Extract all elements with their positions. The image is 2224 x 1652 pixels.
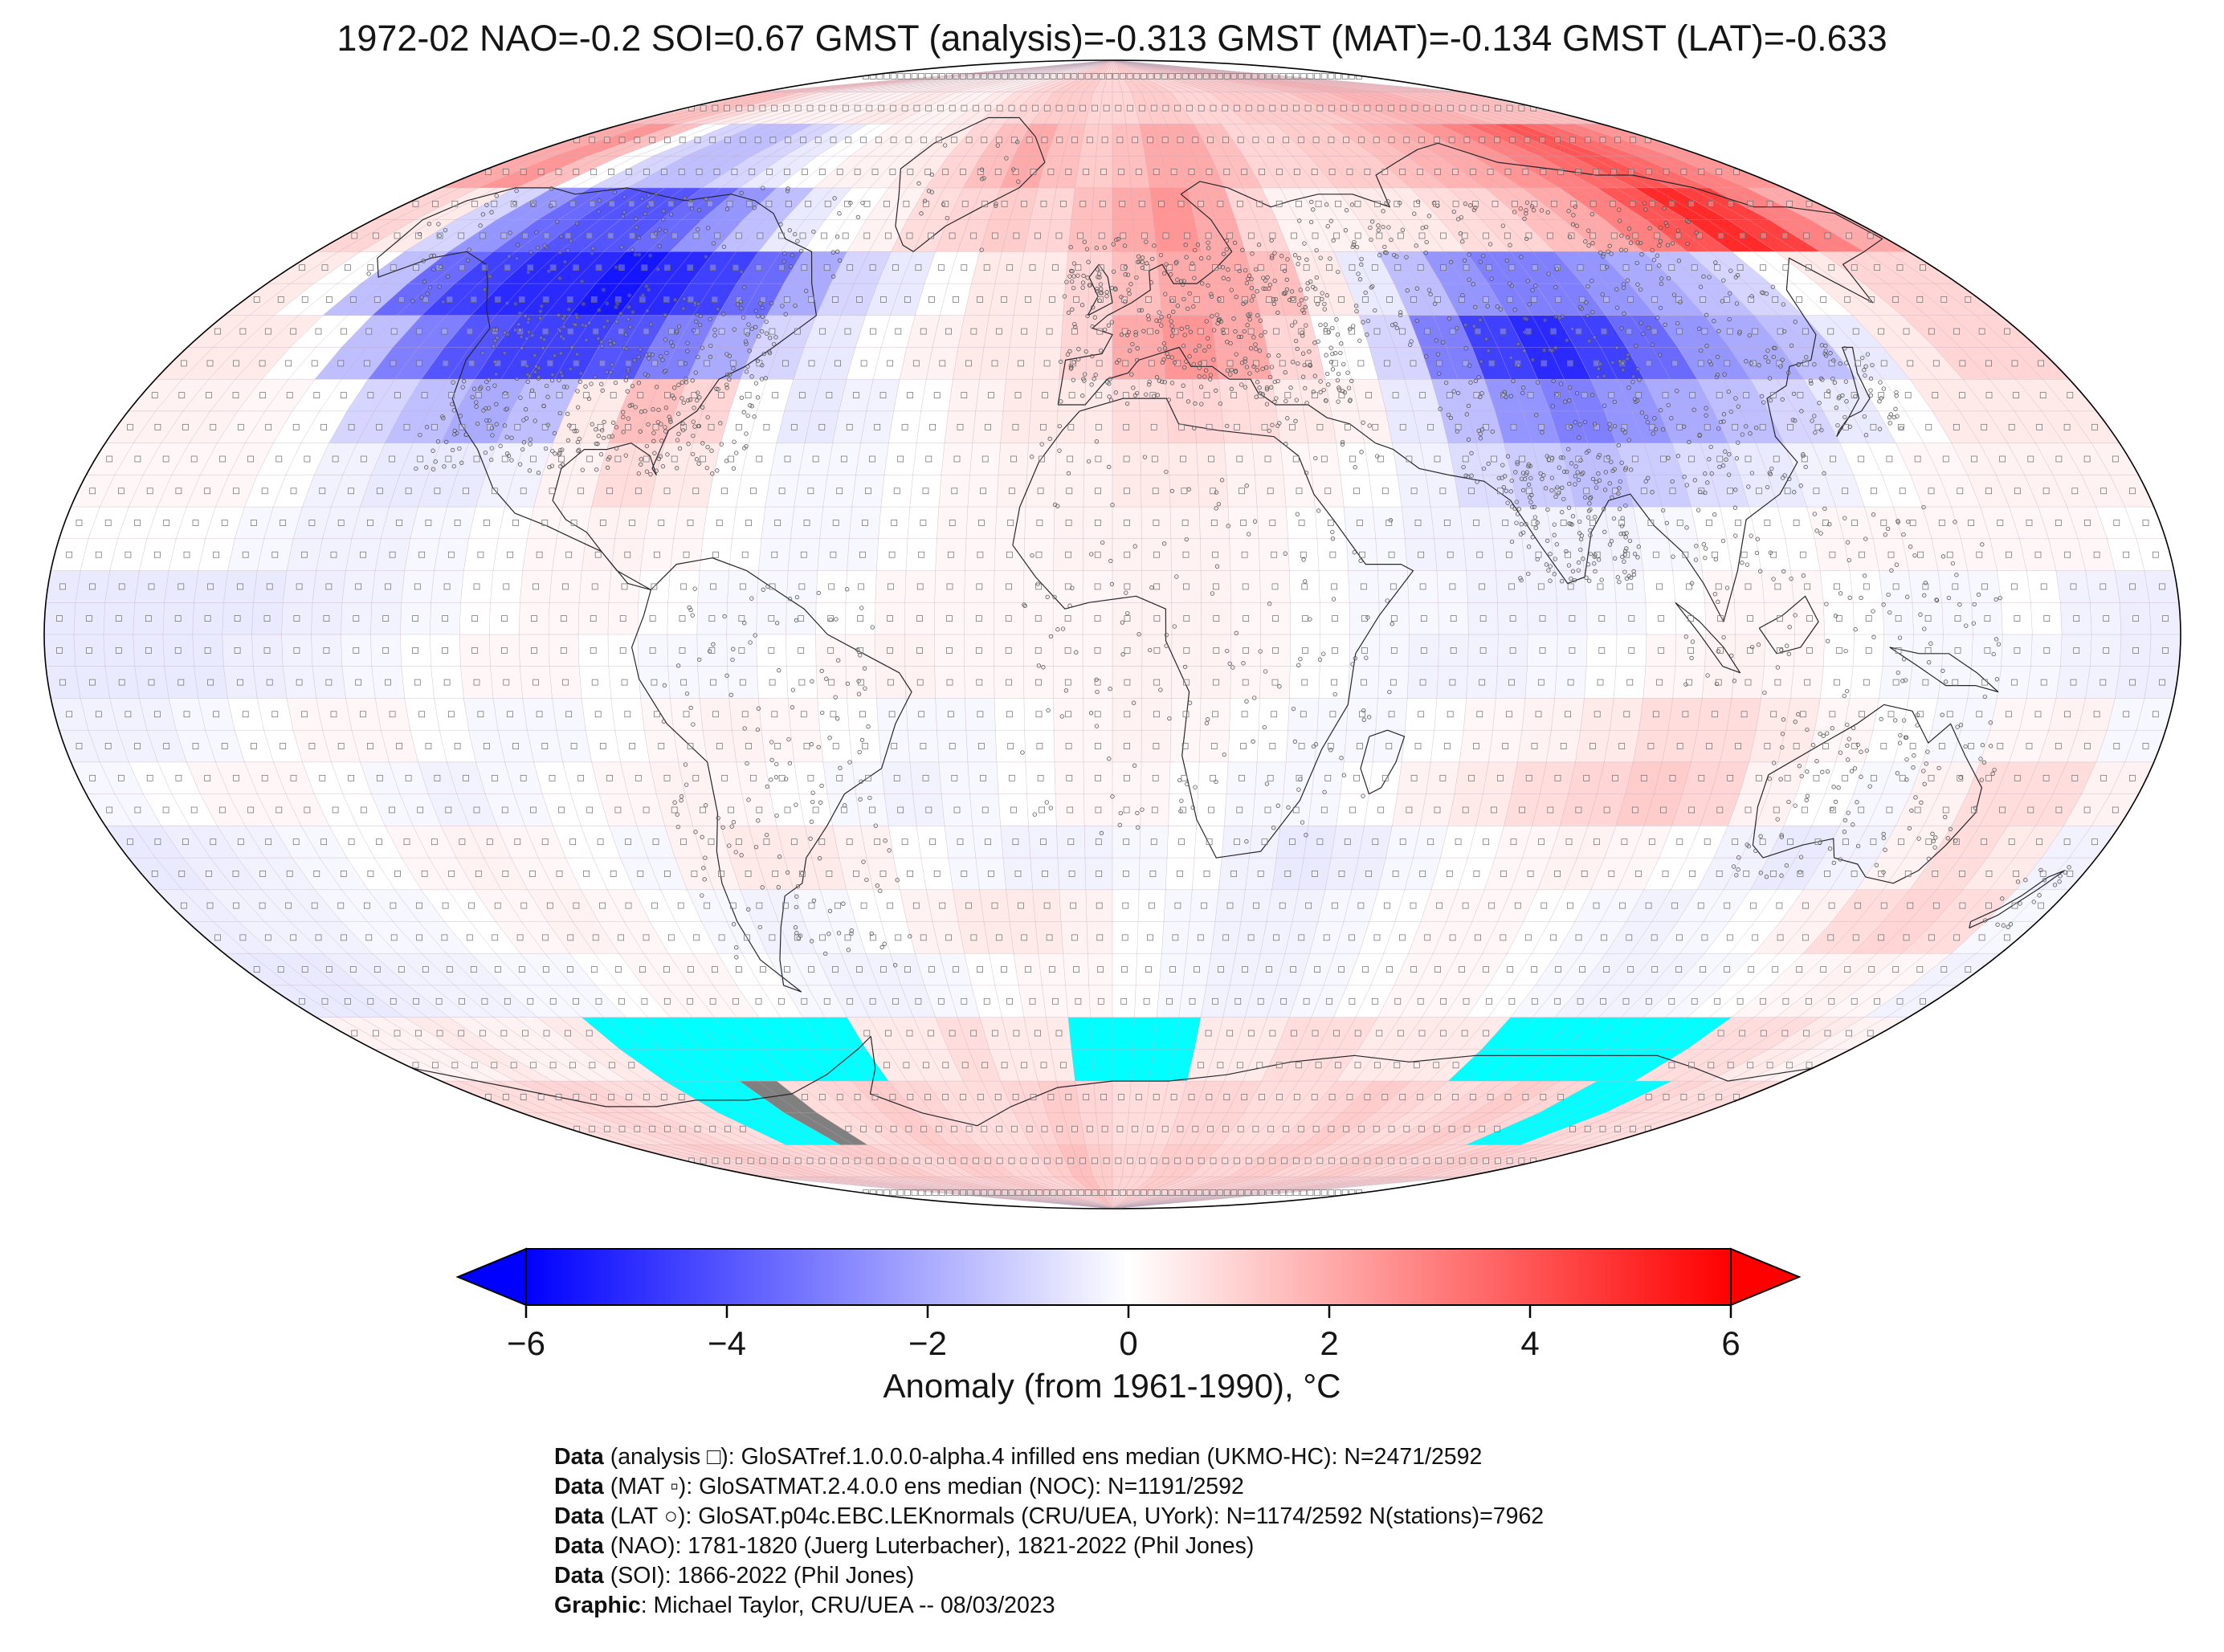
colorbar-left-arrow xyxy=(455,1247,527,1307)
caption-text: (SOI): 1866-2022 (Phil Jones) xyxy=(603,1563,915,1589)
coastlines xyxy=(377,116,2066,1127)
caption-text: (LAT ○): GloSAT.p04c.EBC.LEKnormals (CRU… xyxy=(603,1503,1545,1529)
caption-text: (analysis □): GloSATref.1.0.0.0-alpha.4 … xyxy=(603,1444,1483,1470)
caption-block: Data (analysis □): GloSATref.1.0.0.0-alp… xyxy=(554,1442,1544,1621)
caption-text: (MAT ▫): GloSATMAT.2.4.0.0 ens median (N… xyxy=(603,1474,1244,1499)
figure-title: 1972-02 NAO=-0.2 SOI=0.67 GMST (analysis… xyxy=(337,18,1887,59)
map-layers xyxy=(44,60,2181,1209)
caption-line: Graphic: Michael Taylor, CRU/UEA -- 08/0… xyxy=(554,1591,1544,1621)
colorbar-tick-label: −2 xyxy=(908,1324,947,1362)
station-circle-markers xyxy=(366,140,2071,968)
caption-prefix: Data xyxy=(554,1444,604,1470)
caption-prefix: Data xyxy=(554,1563,604,1589)
colorbar-tick-label: 4 xyxy=(1520,1324,1539,1362)
caption-prefix: Data xyxy=(554,1474,604,1499)
caption-line: Data (analysis □): GloSATref.1.0.0.0-alp… xyxy=(554,1442,1544,1472)
colorbar: −6 −4 −2 0 2 4 6 xyxy=(455,1247,1802,1362)
caption-line: Data (MAT ▫): GloSATMAT.2.4.0.0 ens medi… xyxy=(554,1472,1544,1502)
caption-text: (NAO): 1781-1820 (Juerg Luterbacher), 18… xyxy=(603,1533,1255,1559)
caption-prefix: Graphic xyxy=(554,1593,641,1618)
map-outline xyxy=(43,59,2181,1209)
colorbar-gradient xyxy=(525,1248,1732,1306)
caption-line: Data (SOI): 1866-2022 (Phil Jones) xyxy=(554,1561,1544,1591)
graticule xyxy=(44,60,2181,1209)
colorbar-tick-label: 0 xyxy=(1119,1324,1137,1362)
caption-prefix: Data xyxy=(554,1533,604,1559)
analysis-square-markers xyxy=(56,73,2169,1196)
colorbar-right-arrow xyxy=(1730,1247,1802,1307)
caption-text: : Michael Taylor, CRU/UEA -- 08/03/2023 xyxy=(640,1593,1055,1618)
caption-line: Data (NAO): 1781-1820 (Juerg Luterbacher… xyxy=(554,1532,1544,1561)
caption-line: Data (LAT ○): GloSAT.p04c.EBC.LEKnormals… xyxy=(554,1502,1544,1532)
colorbar-tick-label: 6 xyxy=(1721,1324,1740,1362)
colorbar-tick-label: 2 xyxy=(1320,1324,1338,1362)
colorbar-tick-label: −6 xyxy=(507,1324,545,1362)
colorbar-tick-label: −4 xyxy=(708,1324,746,1362)
colorbar-label: Anomaly (from 1961-1990), °C xyxy=(883,1367,1341,1405)
caption-prefix: Data xyxy=(554,1503,604,1529)
